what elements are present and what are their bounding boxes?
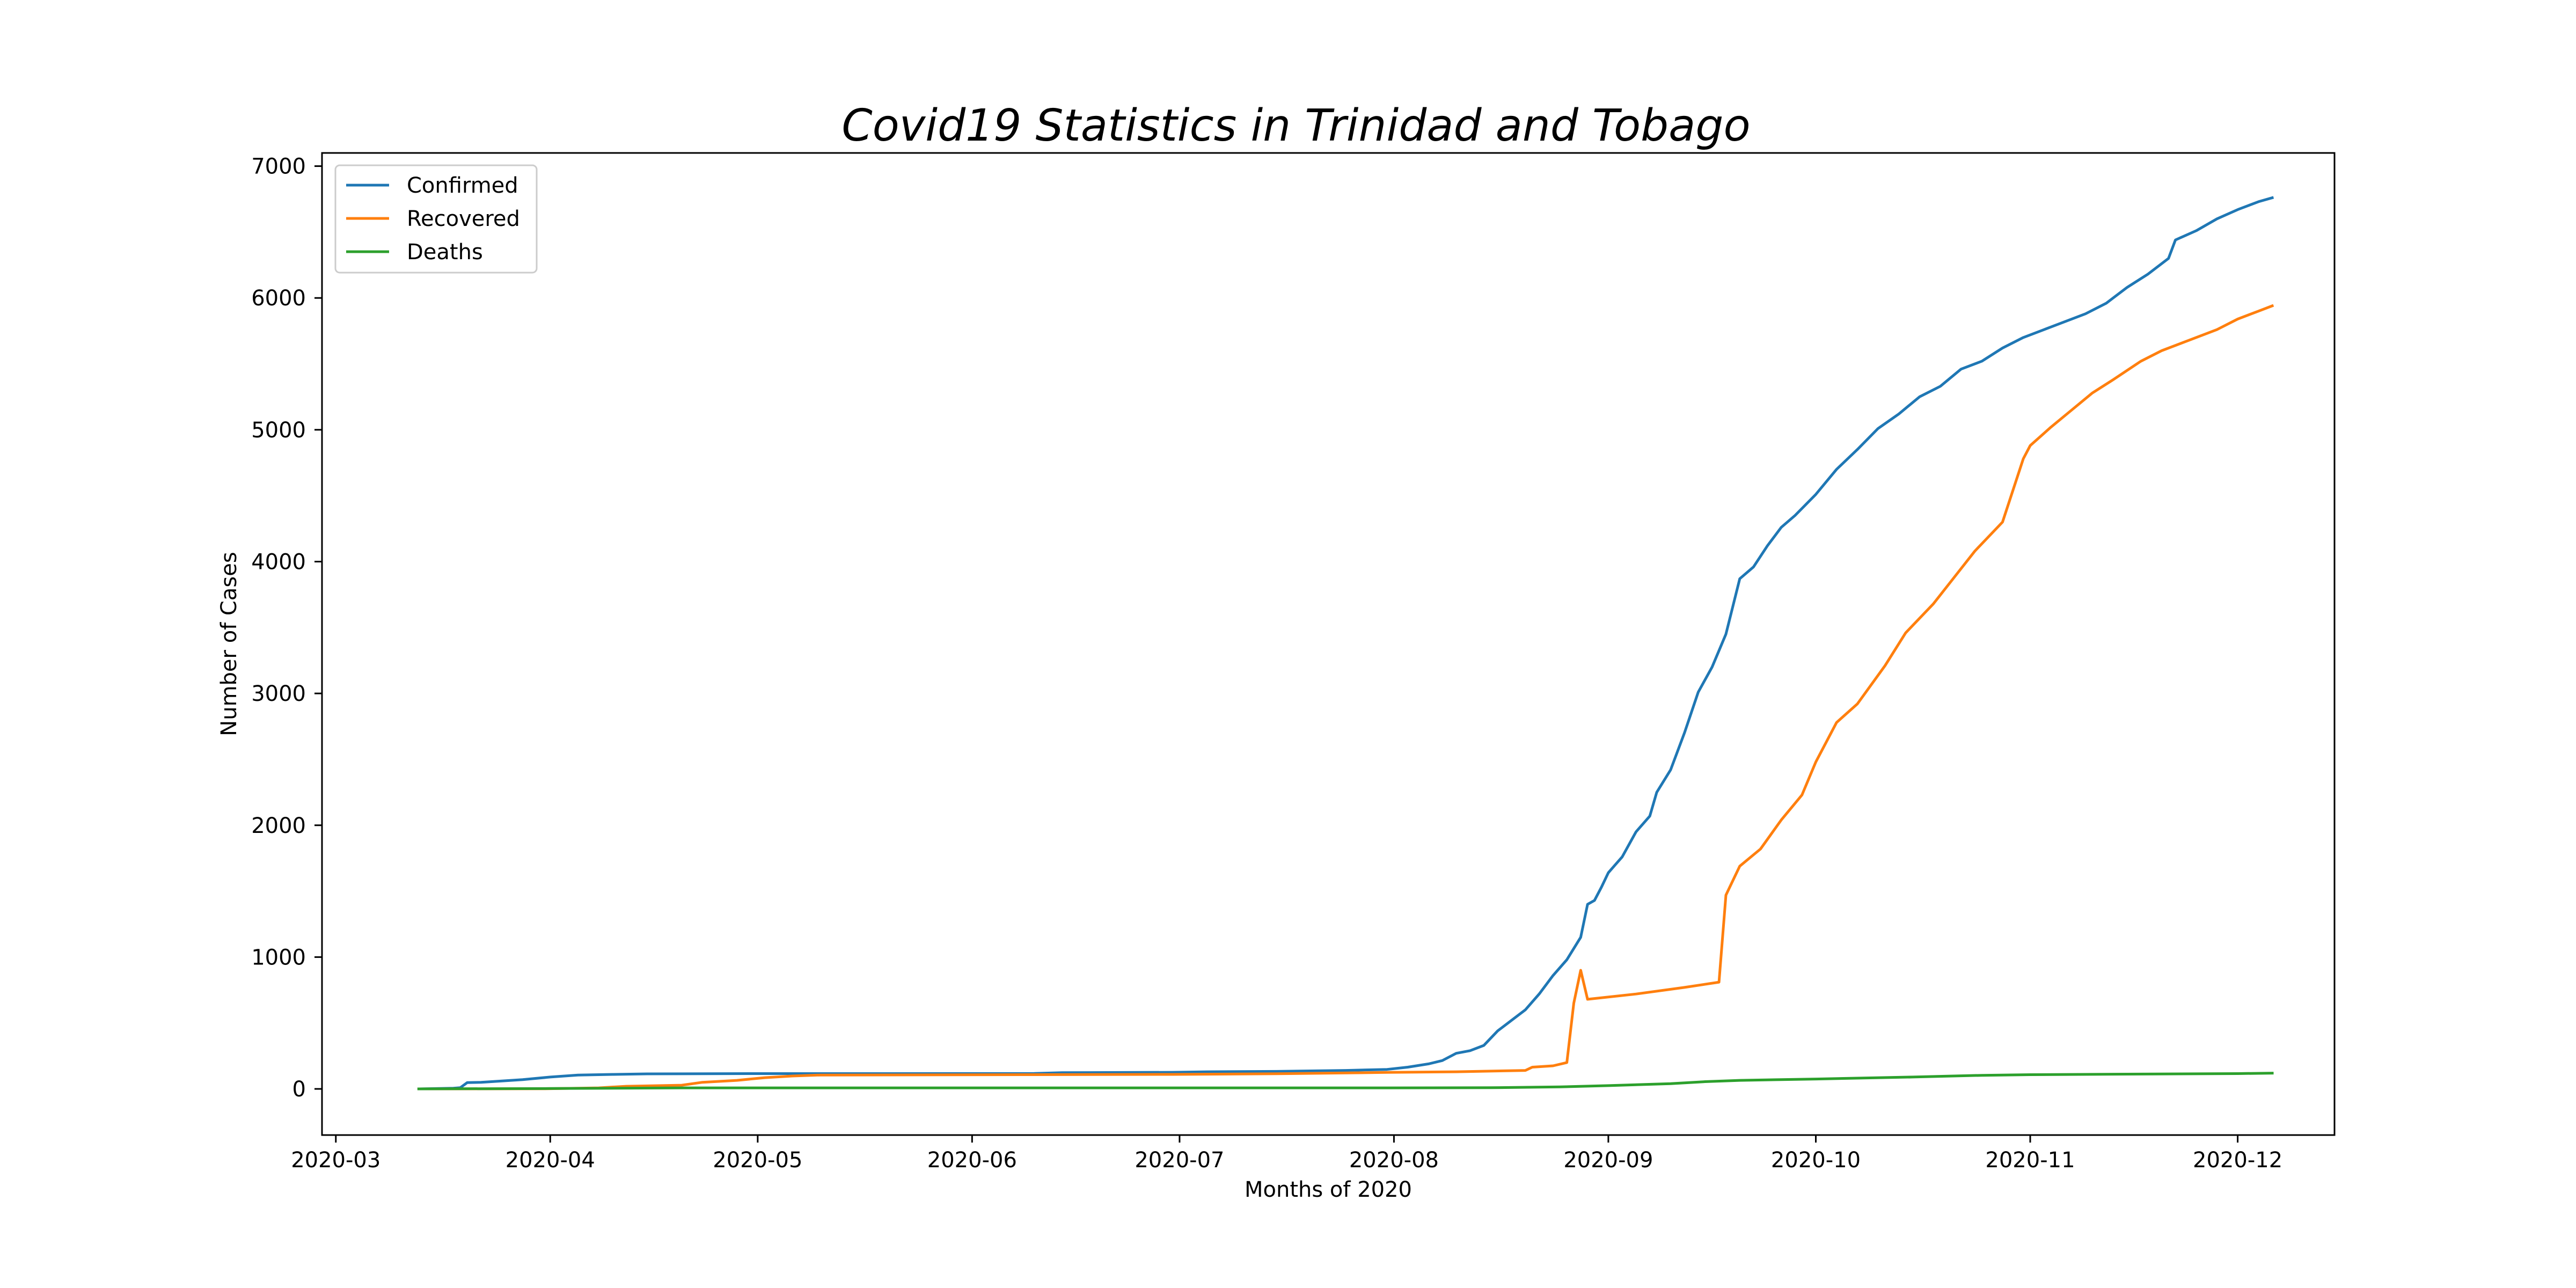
y-tick-label: 0 bbox=[292, 1077, 306, 1102]
legend-label-deaths: Deaths bbox=[407, 240, 483, 265]
legend-label-recovered: Recovered bbox=[407, 207, 520, 231]
legend-box bbox=[334, 164, 538, 274]
x-tick-label: 2020-04 bbox=[506, 1148, 595, 1173]
y-tick-label: 1000 bbox=[251, 945, 306, 970]
x-axis-ticks: 2020-03 2020-04 2020-05 2020-06 2020-07 2020-… bbox=[291, 1135, 2282, 1173]
x-axis-label: Months of 2020 bbox=[1245, 1177, 1412, 1202]
y-tick-label: 3000 bbox=[251, 682, 306, 706]
chart-title: Covid19 Statistics in Trinidad and Tobag… bbox=[841, 100, 1750, 151]
x-tick-label: 2020-12 bbox=[2193, 1148, 2282, 1173]
x-tick-label: 2020-11 bbox=[1985, 1148, 2075, 1173]
series-line-recovered bbox=[417, 304, 2274, 1091]
series-layer bbox=[417, 196, 2274, 1091]
x-tick-label: 2020-08 bbox=[1349, 1148, 1439, 1173]
x-tick-label: 2020-09 bbox=[1563, 1148, 1653, 1173]
legend: Confirmed Recovered Deaths bbox=[334, 164, 538, 274]
y-tick-label: 4000 bbox=[251, 550, 306, 574]
y-axis-ticks: 0 1000 2000 3000 4000 5000 6000 7000 bbox=[251, 155, 322, 1102]
y-tick-label: 5000 bbox=[251, 418, 306, 443]
legend-label-confirmed: Confirmed bbox=[407, 173, 518, 198]
y-axis-label: Number of Cases bbox=[217, 552, 241, 736]
x-tick-label: 2020-03 bbox=[291, 1148, 380, 1173]
y-tick-label: 7000 bbox=[251, 155, 306, 179]
plot-area bbox=[322, 153, 2334, 1135]
x-tick-label: 2020-07 bbox=[1135, 1148, 1224, 1173]
y-tick-label: 6000 bbox=[251, 286, 306, 311]
plot-background bbox=[322, 153, 2334, 1135]
x-tick-label: 2020-06 bbox=[927, 1148, 1017, 1173]
plot-frame bbox=[321, 152, 2336, 1136]
x-tick-label: 2020-05 bbox=[713, 1148, 802, 1173]
x-tick-label: 2020-10 bbox=[1771, 1148, 1861, 1173]
series-line-deaths bbox=[417, 1072, 2274, 1091]
y-tick-label: 2000 bbox=[251, 814, 306, 838]
